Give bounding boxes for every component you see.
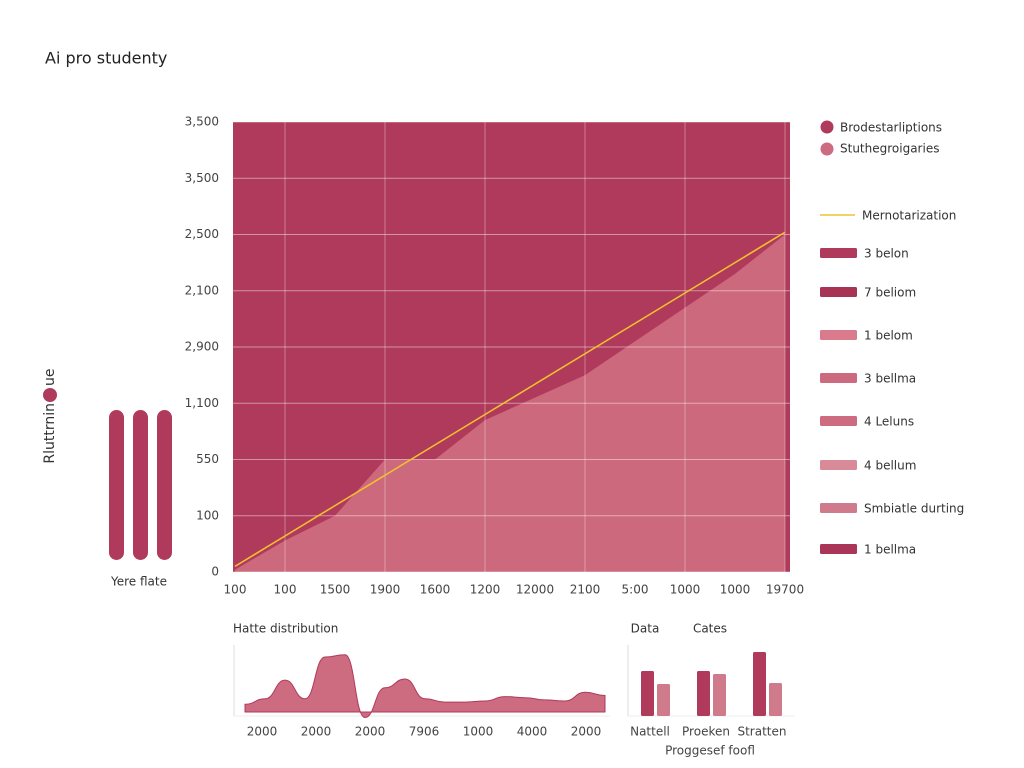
- bar: [769, 683, 782, 716]
- y-tick-label: 2,100: [185, 283, 219, 297]
- y-tick-label: 2,900: [185, 340, 219, 354]
- legend-label: Stuthegroigaries: [840, 142, 939, 156]
- chart-title: Hatte distribution: [233, 622, 338, 636]
- x-tick-label: Nattell: [630, 725, 670, 739]
- y-tick-label: 0: [211, 565, 219, 579]
- y-tick-label: 3,500: [185, 171, 219, 185]
- legend-swatch: [820, 287, 857, 297]
- area: [235, 234, 785, 572]
- x-tick-label: 1200: [470, 583, 501, 597]
- legend-label: Brodestarliptions: [840, 121, 942, 135]
- y-tick-label: 100: [196, 508, 219, 522]
- x-tick-label: 5:00: [622, 583, 649, 597]
- y-tick-label: 550: [196, 452, 219, 466]
- side-icon: [43, 388, 57, 402]
- legend-label: Smbiatle durting: [864, 502, 964, 516]
- x-tick-label: 19700: [766, 583, 804, 597]
- legend-label: 7 beliom: [864, 286, 916, 300]
- legend-swatch: [820, 544, 857, 554]
- x-tick-label: 2000: [247, 725, 278, 739]
- area: [244, 654, 606, 719]
- x-tick-label: 1000: [720, 583, 751, 597]
- x-tick-label: 100: [274, 583, 297, 597]
- x-tick-label: 2000: [571, 725, 602, 739]
- legend-swatch: [820, 330, 857, 340]
- side-caption: Yere flate: [110, 575, 167, 589]
- legend-swatch: [820, 416, 857, 426]
- side-bar: [157, 410, 172, 560]
- side-bar: [133, 410, 148, 560]
- x-tick-label: Proeken: [682, 725, 730, 739]
- x-tick-label: 7906: [409, 725, 440, 739]
- legend-label: 1 belom: [864, 329, 913, 343]
- x-tick-label: 1000: [670, 583, 701, 597]
- legend-swatch: [820, 248, 857, 258]
- side-bar: [109, 410, 124, 560]
- legend-label: Mernotarization: [862, 209, 956, 223]
- x-tick-label: 2100: [570, 583, 601, 597]
- x-tick-label: 4000: [517, 725, 548, 739]
- line: [234, 231, 786, 568]
- x-tick-label: 2000: [301, 725, 332, 739]
- x-tick-label: 1000: [463, 725, 494, 739]
- side-label: Rluttrnin ue: [42, 369, 58, 464]
- bar: [657, 684, 670, 716]
- legend-label: Data: [631, 622, 660, 636]
- page-title: Ai pro studenty: [45, 49, 167, 68]
- x-tick-label: Stratten: [737, 725, 786, 739]
- legend-label: 3 belon: [864, 247, 909, 261]
- legend-label: 4 Leluns: [864, 415, 914, 429]
- x-tick-label: 12000: [516, 583, 554, 597]
- bar: [697, 671, 710, 716]
- y-tick-label: 1,100: [185, 396, 219, 410]
- legend-label: 3 bellma: [864, 372, 916, 386]
- legend-swatch: [820, 120, 834, 134]
- legend-label: Cates: [693, 622, 727, 636]
- legend-swatch: [820, 503, 857, 513]
- side-label-b: ue: [42, 369, 58, 387]
- bar: [713, 674, 726, 716]
- x-tick-label: 1600: [420, 583, 451, 597]
- legend-swatch: [820, 142, 834, 156]
- x-tick-label: 100: [224, 583, 247, 597]
- legend-swatch: [820, 373, 857, 383]
- x-tick-label: 2000: [355, 725, 386, 739]
- y-tick-label: 3,500: [185, 115, 219, 129]
- x-tick-label: 1900: [370, 583, 401, 597]
- bar: [641, 671, 654, 716]
- legend-label: 1 bellma: [864, 543, 916, 557]
- legend-swatch: [820, 460, 857, 470]
- bar: [753, 652, 766, 716]
- x-axis-title: Proggesef foofl: [665, 744, 755, 758]
- legend-label: 4 bellum: [864, 459, 916, 473]
- y-tick-label: 2,500: [185, 227, 219, 241]
- x-tick-label: 1500: [320, 583, 351, 597]
- side-label-a: Rluttrnin: [42, 403, 58, 464]
